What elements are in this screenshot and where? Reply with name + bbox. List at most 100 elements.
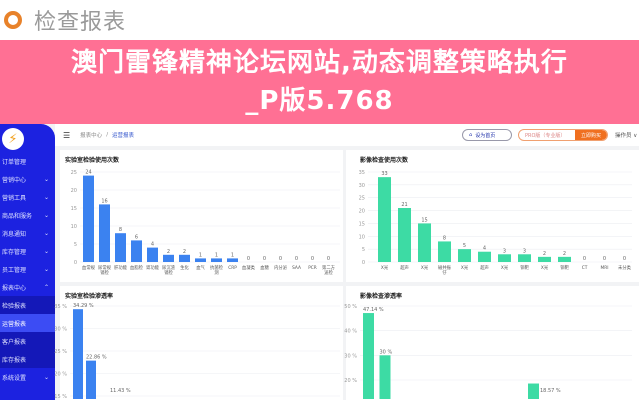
data-label: 11.43 % <box>110 388 131 394</box>
data-label: 0 <box>327 256 330 262</box>
sidebar-item[interactable]: 报表中心 ⌃ <box>0 278 55 296</box>
bar[interactable] <box>131 240 142 262</box>
bar[interactable] <box>458 249 471 262</box>
y-tick-label: 30 <box>359 183 365 189</box>
bar[interactable] <box>115 233 126 262</box>
sidebar-item[interactable]: 客户报表 <box>0 332 55 350</box>
bar[interactable] <box>518 254 531 262</box>
chevron-icon: ⌃ <box>43 283 49 291</box>
y-tick-label: 35 % <box>54 304 67 310</box>
bar[interactable] <box>378 177 391 262</box>
bar[interactable] <box>438 241 451 262</box>
bar[interactable] <box>86 360 96 400</box>
data-label: 2 <box>167 249 170 255</box>
x-tick-label: 超声 <box>480 264 489 271</box>
data-label: 5 <box>463 243 466 249</box>
data-label: 0 <box>603 256 606 262</box>
sidebar-item[interactable]: 系统设置 ⌄ <box>0 368 55 386</box>
sidebar-item-label: 库存报表 <box>2 356 27 364</box>
sidebar-item-label: 运营报表 <box>2 320 27 328</box>
overlay-banner: 澳门雷锋精神论坛网站,动态调整策略执行 _P版5.768 <box>0 40 639 124</box>
y-tick-label: 15 % <box>54 394 67 400</box>
bar[interactable] <box>538 256 551 262</box>
data-label: 21 <box>401 202 407 208</box>
bar[interactable] <box>418 223 431 262</box>
bar[interactable] <box>398 208 411 262</box>
user-menu[interactable]: 操作员 ∨ <box>615 133 638 139</box>
x-tick-label: 钼靶 <box>520 264 529 271</box>
data-label: 0 <box>623 256 626 262</box>
sidebar-item[interactable]: 运营报表 <box>0 314 55 332</box>
brand-label: 订单管理 <box>2 158 27 166</box>
pro-badge: PRO版（专业版） 立即购买 <box>518 129 608 141</box>
banner-line-1: 澳门雷锋精神论坛网站,动态调整策略执行 <box>71 48 568 78</box>
bar[interactable] <box>558 256 571 262</box>
sidebar-item[interactable]: 员工管理 ⌄ <box>0 260 55 278</box>
chart-title: 影像检查渗透率 <box>360 293 403 300</box>
x-tick-label: 镜检 <box>164 269 173 276</box>
breadcrumb-separator: / <box>106 132 109 138</box>
sidebar-brand[interactable]: 订单管理 <box>0 152 55 170</box>
y-tick-label: 35 <box>359 170 365 176</box>
bar[interactable] <box>227 258 238 262</box>
buy-now-button[interactable]: 立即购买 <box>575 130 607 140</box>
chart-title: 影像检查使用次数 <box>360 157 409 164</box>
bar[interactable] <box>498 254 511 262</box>
data-label: 16 <box>101 198 107 204</box>
y-tick-label: 0 <box>362 260 365 266</box>
x-tick-label: 超声 <box>400 264 409 271</box>
bar[interactable] <box>528 383 539 400</box>
breadcrumb-root[interactable]: 报表中心 <box>80 133 103 139</box>
data-label: 0 <box>311 256 314 262</box>
home-label: 设为首页 <box>475 132 496 139</box>
data-label: 0 <box>279 256 282 262</box>
bar[interactable] <box>363 313 374 400</box>
data-label: 8 <box>119 227 122 233</box>
bar[interactable] <box>73 309 83 400</box>
set-home-button[interactable]: ⌂ 设为首页 <box>462 129 512 141</box>
brand-logo-icon: ⚡ <box>2 128 24 150</box>
data-label: 3 <box>503 248 506 254</box>
bar[interactable] <box>379 355 391 400</box>
sidebar-item[interactable]: 商品和服务 ⌄ <box>0 206 55 224</box>
bar[interactable] <box>179 254 190 262</box>
x-tick-label: 尿沉渣 <box>162 264 176 271</box>
bar[interactable] <box>83 175 94 262</box>
y-tick-label: 15 <box>359 221 365 227</box>
bar[interactable] <box>163 254 174 262</box>
sidebar-item[interactable]: 消息通知 ⌄ <box>0 224 55 242</box>
card-image-rate <box>346 286 639 400</box>
bar[interactable] <box>99 204 110 262</box>
data-label: 0 <box>583 256 586 262</box>
menu-toggle-icon[interactable]: ☰ <box>63 130 71 140</box>
sidebar-item[interactable]: 营销工具 ⌄ <box>0 188 55 206</box>
data-label: 30 % <box>380 349 393 355</box>
card-lab-rate <box>60 286 343 400</box>
y-tick-label: 40 % <box>344 329 357 335</box>
bar[interactable] <box>147 247 158 262</box>
x-tick-label: SAA <box>292 265 301 271</box>
data-label: 1 <box>199 252 202 258</box>
x-tick-label: 尿常规 <box>98 264 112 271</box>
chevron-icon: ⌄ <box>43 247 49 255</box>
sidebar-item[interactable]: 库存报表 <box>0 350 55 368</box>
data-label: 34.29 % <box>73 303 94 309</box>
home-icon: ⌂ <box>469 132 473 138</box>
chevron-icon: ⌄ <box>43 229 49 237</box>
data-label: 22.86 % <box>86 355 107 361</box>
pro-label: PRO版（专业版） <box>525 132 566 139</box>
sidebar-item[interactable]: 检验报表 <box>0 296 55 314</box>
x-tick-label: X光 <box>541 264 549 271</box>
sidebar-item[interactable]: 营销中心 ⌄ <box>0 170 55 188</box>
bar[interactable] <box>195 258 206 262</box>
data-label: 4 <box>151 242 154 248</box>
sidebar-item-label: 营销中心 <box>2 176 27 184</box>
bar[interactable] <box>478 251 491 262</box>
bar[interactable] <box>211 258 222 262</box>
sidebar-item-label: 系统设置 <box>2 374 27 382</box>
data-label: 1 <box>215 252 218 258</box>
sidebar-item[interactable]: 库存管理 ⌄ <box>0 242 55 260</box>
x-tick-label: 肝功能 <box>114 264 128 271</box>
chevron-icon: ⌄ <box>43 175 49 183</box>
